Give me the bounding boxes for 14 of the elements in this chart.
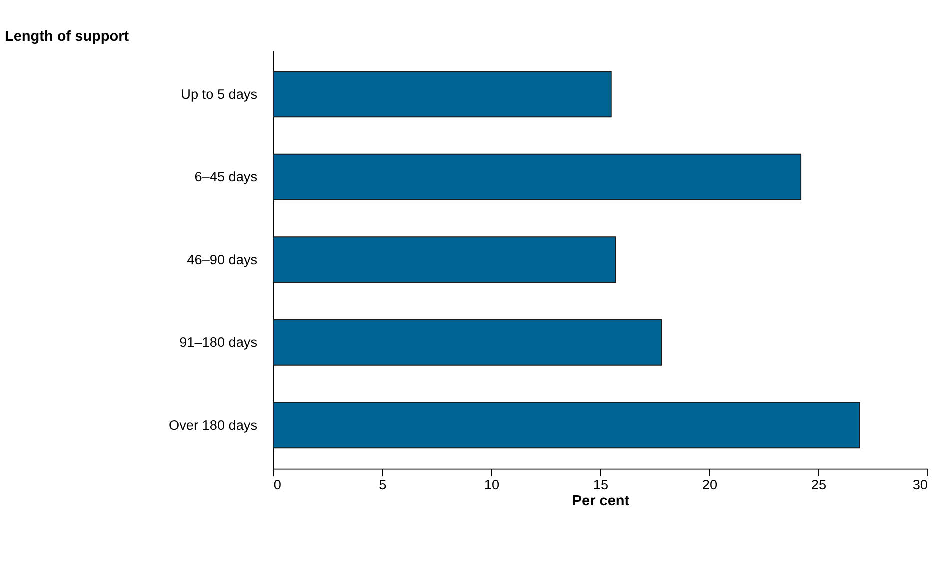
x-tick-label: 20 (702, 477, 718, 492)
x-tick-label: 25 (811, 477, 827, 492)
y-axis-title: Length of support (4, 28, 130, 45)
x-axis-title: Per cent (572, 494, 630, 510)
y-tick-label: 46–90 days (187, 252, 258, 268)
x-tick-label: 5 (379, 477, 387, 492)
x-tick-label: 30 (912, 477, 928, 492)
x-tick-label: 0 (274, 477, 282, 492)
y-tick-label: 6–45 days (194, 170, 258, 185)
y-tick-label: Over 180 days (169, 418, 258, 433)
y-tick-label: 91–180 days (180, 335, 258, 350)
y-tick-label: Up to 5 days (181, 86, 258, 102)
x-tick-label: 10 (484, 477, 500, 492)
x-tick-label: 15 (593, 477, 609, 492)
